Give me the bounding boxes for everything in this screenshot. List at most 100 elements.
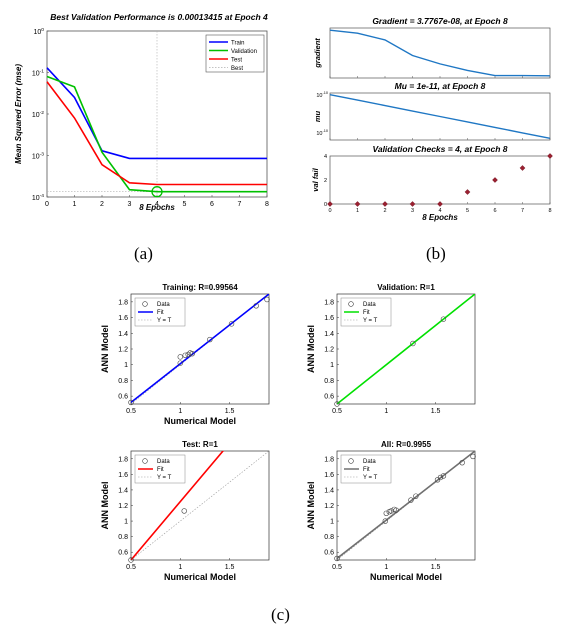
- test-legend-data-marker: [142, 458, 148, 464]
- valchecks-x-tick-label: 7: [521, 208, 524, 214]
- test-data-point: [128, 557, 134, 563]
- all-x-tick-label: 1.5: [431, 564, 441, 571]
- valchecks-point: [519, 165, 526, 171]
- all-ylabel: ANN Model: [306, 482, 316, 530]
- valchecks-point: [547, 153, 553, 159]
- validation-fit-line: [337, 294, 475, 404]
- perf-legend-label-best: Best: [231, 66, 243, 72]
- training-data-point: [264, 296, 270, 303]
- valchecks-x-tick-label: 1: [356, 208, 359, 214]
- all-y-tick-label: 1.4: [324, 487, 334, 494]
- valchecks-x-tick-label: 5: [466, 208, 469, 214]
- perf-y-tick-label: 10-4: [32, 193, 44, 202]
- all-legend-data-marker: [348, 458, 354, 464]
- valchecks-title: Validation Checks = 4, at Epoch 8: [372, 144, 507, 154]
- training-y-tick-label: 1.6: [118, 315, 128, 322]
- caption-b: (b): [426, 244, 446, 263]
- validation-y-tick-label: 0.6: [324, 394, 334, 401]
- test-xlabel: Numerical Model: [164, 572, 236, 582]
- perf-x-tick-label: 5: [183, 201, 187, 208]
- test-legend-label: Data: [157, 459, 170, 465]
- all-data-point: [459, 459, 465, 466]
- valchecks-xlabel: 8 Epochs: [422, 213, 458, 222]
- validation-y-tick-label: 1: [330, 362, 334, 369]
- validation-x-tick-label: 1: [384, 408, 388, 415]
- validation-legend-label: Fit: [363, 310, 370, 316]
- valchecks-x-tick-label: 6: [493, 208, 496, 214]
- validation-title: Validation: R=1: [377, 283, 435, 292]
- training-legend-label: Y = T: [157, 318, 172, 324]
- perf-legend-label-validation: Validation: [231, 49, 257, 55]
- training-legend-label: Data: [157, 302, 170, 308]
- valchecks-axes-box: [329, 155, 551, 205]
- test-legend-label: Y = T: [157, 475, 172, 481]
- perf-ylabel: Mean Squared Error (mse): [14, 64, 23, 164]
- test-y-tick-label: 1.4: [118, 487, 128, 494]
- perf-legend-label-test: Test: [231, 58, 242, 64]
- perf-series-train: [46, 67, 267, 160]
- valchecks-point: [464, 189, 471, 195]
- all-y-tick-label: 0.6: [324, 550, 334, 557]
- validation-x-tick-label: 0.5: [332, 408, 342, 415]
- all-data-point: [393, 507, 399, 513]
- valchecks-x-tick-label: 0: [328, 208, 331, 214]
- all-xlabel: Numerical Model: [370, 572, 442, 582]
- all-data-point: [440, 473, 447, 479]
- validation-data-point: [440, 316, 447, 322]
- validation-y-tick-label: 1.2: [324, 347, 334, 354]
- training-y-tick-label: 1.4: [118, 331, 128, 338]
- test-fit-line: [131, 451, 225, 560]
- perf-title: Best Validation Performance is 0.0001341…: [50, 12, 268, 22]
- all-data-point: [413, 493, 419, 499]
- valchecks-y-tick-label: 4: [324, 154, 327, 160]
- gradient-ylabel: gradient: [313, 38, 322, 69]
- valchecks-point: [382, 201, 388, 207]
- training-x-tick-label: 0.5: [126, 408, 136, 415]
- all-data-point: [437, 474, 444, 481]
- perf-x-tick-label: 4: [155, 201, 159, 208]
- training-data-point: [207, 336, 213, 343]
- training-y-tick-label: 1: [124, 362, 128, 369]
- validation-legend-label: Data: [363, 302, 376, 308]
- validation-legend-data-marker: [348, 301, 354, 307]
- valchecks-point: [437, 201, 443, 207]
- training-data-point: [177, 360, 183, 366]
- training-legend-data-marker: [142, 301, 148, 307]
- gradient-axes-box: [329, 27, 551, 79]
- training-y-tick-label: 1.2: [118, 347, 128, 354]
- all-data-point: [334, 555, 340, 562]
- test-y-tick-label: 1.8: [118, 456, 128, 463]
- training-x-tick-label: 1.5: [225, 408, 235, 415]
- test-y-tick-label: 0.8: [118, 534, 128, 541]
- all-y-tick-label: 1.2: [324, 503, 334, 510]
- all-y-tick-label: 1.8: [324, 456, 334, 463]
- test-x-tick-label: 0.5: [126, 564, 136, 571]
- perf-x-tick-label: 3: [128, 201, 132, 208]
- valchecks-x-tick-label: 8: [548, 208, 551, 214]
- perf-y-tick-label: 10-1: [32, 69, 44, 78]
- perf-x-tick-label: 8: [265, 201, 269, 208]
- valchecks-x-tick-label: 4: [438, 208, 441, 214]
- perf-series-test: [46, 81, 267, 186]
- test-y-tick-label: 0.6: [118, 550, 128, 557]
- test-data-point: [181, 508, 187, 514]
- all-y-tick-label: 1.6: [324, 472, 334, 479]
- all-legend-label: Data: [363, 459, 376, 465]
- training-y-tick-label: 1.8: [118, 299, 128, 306]
- validation-y-tick-label: 1.8: [324, 299, 334, 306]
- perf-y-tick-label: 10-3: [32, 152, 44, 161]
- training-title: Training: R=0.99564: [162, 283, 238, 292]
- valchecks-point: [354, 201, 361, 207]
- valchecks-x-tick-label: 3: [411, 208, 414, 214]
- training-y-tick-label: 0.6: [118, 394, 128, 401]
- validation-x-tick-label: 1.5: [431, 408, 441, 415]
- test-ylabel: ANN Model: [100, 482, 110, 530]
- validation-y-tick-label: 1.4: [324, 331, 334, 338]
- mu-y-tick-label: 10-10: [316, 129, 328, 137]
- test-yt-line: [131, 451, 269, 560]
- all-legend-label: Fit: [363, 467, 370, 473]
- valchecks-y-tick-label: 0: [324, 202, 327, 208]
- all-y-tick-label: 1: [330, 519, 334, 526]
- mu-ylabel: mu: [313, 110, 322, 122]
- training-data-point: [182, 352, 188, 358]
